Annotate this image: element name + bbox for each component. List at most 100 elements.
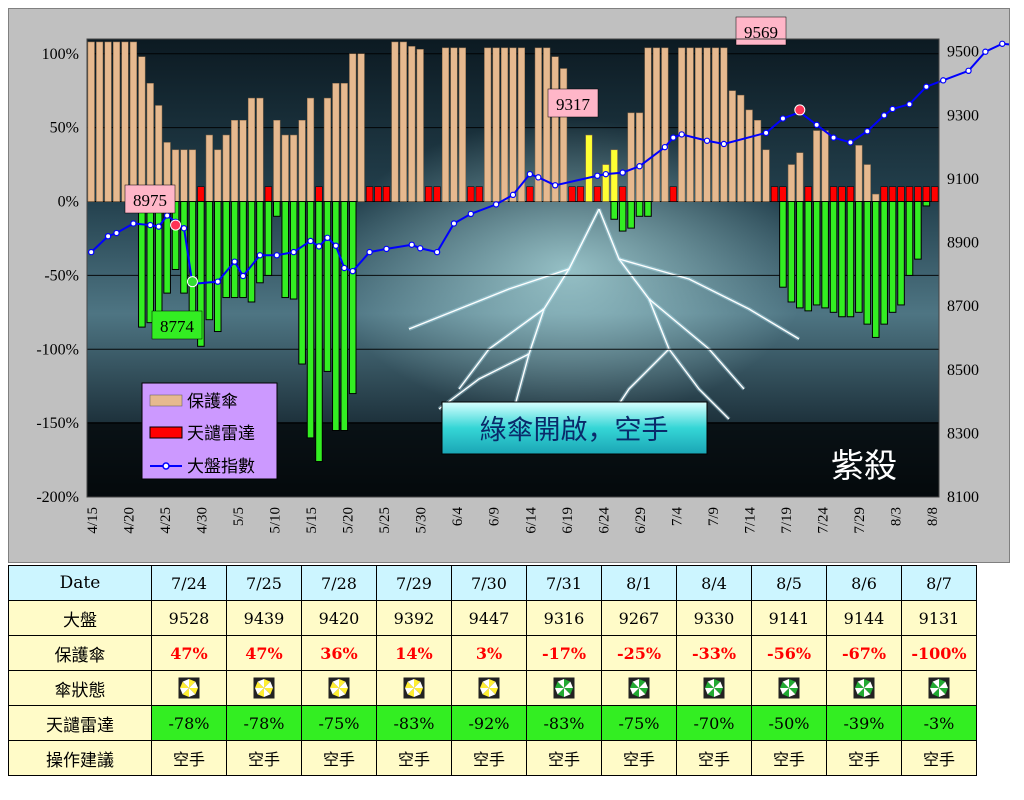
- legend-umbrella-label: 保護傘: [187, 392, 238, 412]
- index-point: [636, 163, 643, 170]
- umbrella-bar: [332, 83, 340, 202]
- x-tick-label: 8/8: [925, 507, 941, 526]
- index-point: [239, 272, 247, 280]
- x-tick-label: 5/15: [304, 507, 320, 534]
- table-cell: -92%: [451, 705, 527, 741]
- radar-bar: [888, 201, 897, 313]
- radar-bar: [905, 201, 914, 276]
- radar-bar: [922, 201, 931, 207]
- umbrella-bar: [188, 149, 196, 202]
- umbrella-bar: [602, 164, 610, 202]
- table-cell: [826, 670, 902, 706]
- table-cell: [151, 670, 227, 706]
- radar-bar: [306, 201, 315, 439]
- x-tick-label: 6/4: [450, 507, 466, 527]
- table-cell: 空手: [901, 740, 977, 776]
- table-cell: -3%: [901, 705, 977, 741]
- index-point: [366, 248, 373, 256]
- green-umbrella-icon: [778, 677, 800, 699]
- table-cell: 14%: [376, 635, 452, 671]
- index-point: [88, 248, 95, 256]
- index-point: [982, 48, 989, 55]
- annotation-label: 8975: [133, 191, 167, 210]
- umbrella-bar: [441, 47, 450, 202]
- index-point: [594, 172, 601, 179]
- table-cell: [676, 670, 752, 706]
- umbrella-bar: [922, 186, 930, 202]
- umbrella-bar: [222, 134, 230, 202]
- radar-bar: [222, 201, 230, 299]
- umbrella-bar: [610, 149, 618, 202]
- umbrella-bar: [695, 47, 703, 202]
- radar-bar: [323, 201, 332, 372]
- table-cell: 9447: [451, 600, 527, 636]
- index-point: [163, 212, 171, 219]
- table-cell: [901, 670, 977, 706]
- row-label: 操作建議: [8, 740, 152, 776]
- index-point: [940, 77, 947, 84]
- umbrella-bar: [357, 53, 365, 202]
- table-row: 大盤 9528 9439 9420 9392 9447 9316 9267 9330 9141 91…: [8, 600, 977, 636]
- y-left-tick-label: -200%: [36, 489, 79, 506]
- index-point: [602, 170, 609, 178]
- umbrella-bar: [87, 41, 95, 202]
- table-cell: 空手: [601, 740, 677, 776]
- umbrella-bar: [534, 47, 542, 202]
- yellow-umbrella-icon: [403, 677, 425, 699]
- x-tick-label: 7/14: [742, 507, 758, 534]
- table-cell: 9330: [676, 600, 752, 636]
- umbrella-bar: [273, 120, 281, 202]
- umbrella-bar: [779, 186, 787, 202]
- index-point: [113, 229, 120, 237]
- umbrella-bar: [290, 134, 298, 202]
- y-left-tick-label: -100%: [36, 341, 79, 358]
- umbrella-bar: [720, 47, 728, 202]
- umbrella-bar: [239, 120, 247, 202]
- table-row: 操作建議 空手 空手 空手 空手 空手 空手 空手 空手 空手 空手 空手: [8, 740, 977, 776]
- umbrella-bar: [644, 47, 652, 202]
- umbrella-bar: [526, 186, 534, 202]
- table-cell: -75%: [301, 705, 377, 741]
- umbrella-bar: [231, 120, 239, 202]
- radar-bar: [787, 201, 796, 303]
- table-cell: 9439: [226, 600, 302, 636]
- umbrella-bar: [543, 47, 551, 202]
- index-point: [619, 169, 626, 176]
- x-tick-label: 5/5: [231, 507, 247, 526]
- table-cell: -70%: [676, 705, 752, 741]
- umbrella-bar: [728, 90, 736, 202]
- x-tick-label: 6/19: [560, 507, 576, 534]
- table-row: 保護傘 47% 47% 36% 14% 3% -17% -25% -33% -56% -67% -10…: [8, 635, 977, 671]
- radar-bar: [273, 201, 281, 217]
- index-point: [999, 40, 1006, 47]
- umbrella-bar: [711, 47, 719, 202]
- umbrella-bar: [104, 41, 112, 202]
- table-cell: 空手: [451, 740, 527, 776]
- date-cell: 7/24: [151, 565, 227, 601]
- index-point: [324, 234, 331, 241]
- umbrella-bar: [678, 47, 686, 202]
- radar-bar: [340, 201, 349, 432]
- radar-bar: [618, 201, 627, 232]
- x-tick-label: 6/29: [633, 507, 649, 534]
- umbrella-bar: [880, 186, 888, 202]
- table-cell: 9528: [151, 600, 227, 636]
- radar-bar: [197, 201, 205, 347]
- umbrella-bar: [560, 68, 568, 202]
- umbrella-bar: [501, 47, 509, 202]
- index-point: [923, 83, 930, 90]
- radar-bar: [846, 201, 855, 318]
- radar-bar: [264, 201, 273, 276]
- x-tick-label: 4/25: [158, 507, 174, 534]
- y-right-tick-label: 9300: [947, 107, 979, 124]
- umbrella-bar: [307, 97, 315, 202]
- annotation-box: [124, 184, 176, 214]
- table-cell: 36%: [301, 635, 377, 671]
- x-tick-label: 4/20: [122, 507, 138, 534]
- umbrella-bar: [931, 186, 939, 202]
- x-tick-label: 6/24: [596, 507, 612, 534]
- index-point: [965, 67, 972, 75]
- banner-text: 綠傘開啟，空手: [480, 415, 669, 446]
- y-right-tick-label: 9100: [947, 171, 979, 188]
- green-umbrella-icon: [703, 677, 725, 699]
